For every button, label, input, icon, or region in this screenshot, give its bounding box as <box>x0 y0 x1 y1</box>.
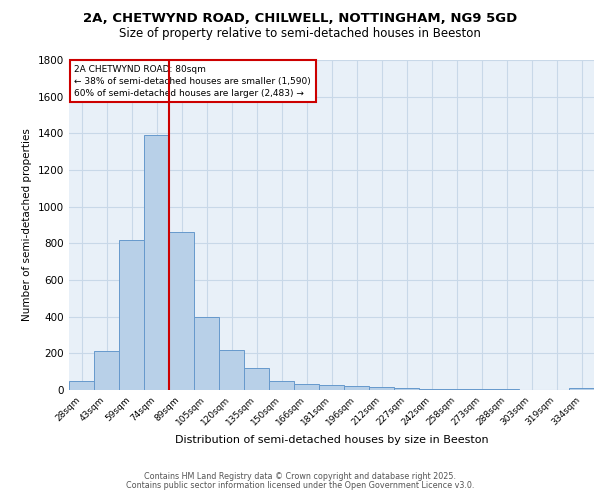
Bar <box>69 381 94 390</box>
Text: 2A, CHETWYND ROAD, CHILWELL, NOTTINGHAM, NG9 5GD: 2A, CHETWYND ROAD, CHILWELL, NOTTINGHAM,… <box>83 12 517 26</box>
X-axis label: Distribution of semi-detached houses by size in Beeston: Distribution of semi-detached houses by … <box>175 436 488 446</box>
Bar <box>144 135 169 390</box>
Bar <box>169 232 194 390</box>
Bar <box>419 389 444 390</box>
Bar <box>294 384 319 390</box>
Bar <box>444 389 469 390</box>
Bar <box>319 386 344 390</box>
Bar <box>94 350 119 390</box>
Text: Contains public sector information licensed under the Open Government Licence v3: Contains public sector information licen… <box>126 481 474 490</box>
Y-axis label: Number of semi-detached properties: Number of semi-detached properties <box>22 128 32 322</box>
Text: Contains HM Land Registry data © Crown copyright and database right 2025.: Contains HM Land Registry data © Crown c… <box>144 472 456 481</box>
Text: 2A CHETWYND ROAD: 80sqm
← 38% of semi-detached houses are smaller (1,590)
60% of: 2A CHETWYND ROAD: 80sqm ← 38% of semi-de… <box>74 65 311 98</box>
Bar <box>344 386 369 390</box>
Bar <box>194 316 219 390</box>
Bar <box>369 387 394 390</box>
Bar <box>569 388 594 390</box>
Bar <box>244 368 269 390</box>
Bar <box>219 350 244 390</box>
Text: Size of property relative to semi-detached houses in Beeston: Size of property relative to semi-detach… <box>119 28 481 40</box>
Bar <box>269 381 294 390</box>
Bar <box>394 388 419 390</box>
Bar <box>119 240 144 390</box>
